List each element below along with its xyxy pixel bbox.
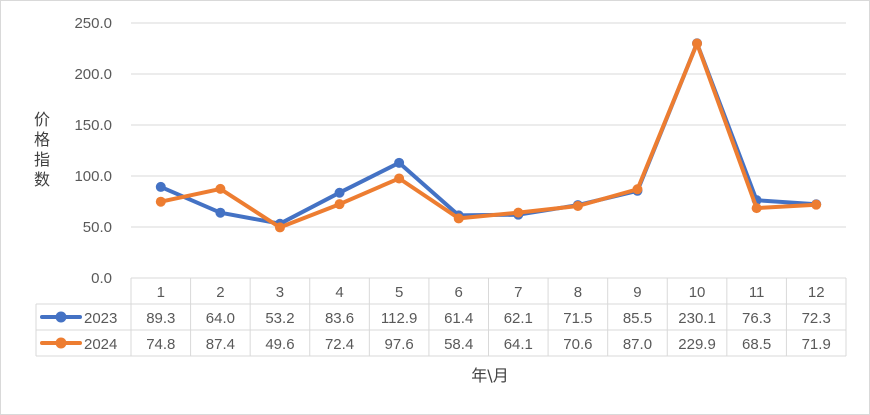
y-tick-label: 250.0 [74, 15, 112, 32]
y-tick-label: 0.0 [91, 270, 112, 287]
data-table-value: 85.5 [623, 310, 652, 327]
legend-series-name: 2023 [84, 310, 117, 327]
series-line-2023 [158, 41, 819, 226]
data-point [215, 207, 226, 218]
gridlines [131, 22, 846, 228]
y-tick-label: 200.0 [74, 66, 112, 83]
x-tick-label: 2 [216, 284, 224, 301]
x-tick-label: 4 [335, 284, 343, 301]
data-table-value: 71.9 [802, 336, 831, 353]
data-table-value: 53.2 [265, 310, 294, 327]
y-tick-label: 50.0 [83, 219, 112, 236]
x-tick-label: 3 [276, 284, 284, 301]
data-table-value: 64.1 [504, 336, 533, 353]
data-table-value: 112.9 [381, 310, 417, 327]
data-point [751, 203, 762, 214]
x-tick-label: 6 [455, 284, 463, 301]
x-tick-label: 1 [157, 284, 165, 301]
x-tick-label: 9 [633, 284, 641, 301]
data-table-value: 72.4 [325, 336, 354, 353]
data-table-value: 76.3 [742, 310, 771, 327]
data-table-value: 74.8 [146, 336, 175, 353]
data-table-value: 87.0 [623, 336, 652, 353]
data-point [334, 199, 345, 210]
data-point [155, 196, 166, 207]
y-axis-ticks: 0.0 50.0 100.0 150.0 200.0 250.0 [74, 15, 112, 287]
x-tick-label: 8 [574, 284, 582, 301]
x-tick-label: 12 [808, 284, 825, 301]
data-table-value: 61.4 [444, 310, 473, 327]
data-point [215, 183, 226, 194]
x-tick-label: 11 [749, 284, 765, 301]
data-point [572, 200, 583, 211]
data-point [155, 181, 166, 192]
data-point [394, 173, 405, 184]
data-table-value: 83.6 [325, 310, 354, 327]
data-point [811, 199, 822, 210]
x-tick-label: 5 [395, 284, 403, 301]
data-table-value: 87.4 [206, 336, 235, 353]
data-point [334, 187, 345, 198]
legend-series-name: 2024 [84, 336, 117, 353]
x-axis-title: 年\月 [471, 366, 508, 385]
data-table-value: 229.9 [678, 336, 716, 353]
data-point [692, 38, 703, 49]
data-table-value: 62.1 [504, 310, 533, 327]
data-table-value: 70.6 [563, 336, 592, 353]
data-table-value: 58.4 [444, 336, 473, 353]
data-table-value: 64.0 [206, 310, 235, 327]
data-point [394, 157, 405, 168]
data-table-value: 49.6 [265, 336, 294, 353]
legend-key-marker [55, 337, 67, 349]
y-axis-title: 价格指数 [34, 110, 50, 189]
data-table-value: 230.1 [678, 310, 716, 327]
data-point [274, 222, 285, 233]
data-table-value: 89.3 [146, 310, 175, 327]
data-table-value: 97.6 [385, 336, 414, 353]
x-tick-label: 7 [514, 284, 522, 301]
data-table-value: 72.3 [802, 310, 831, 327]
series-line-2024 [158, 41, 819, 230]
data-point [453, 213, 464, 224]
y-tick-label: 150.0 [74, 117, 112, 134]
y-tick-label: 100.0 [74, 168, 112, 185]
x-tick-label: 10 [689, 284, 706, 301]
data-table-value: 68.5 [742, 336, 771, 353]
data-point [513, 207, 524, 218]
legend-key-marker [55, 311, 67, 323]
series-lines [155, 38, 822, 233]
data-table-value: 71.5 [563, 310, 592, 327]
data-point [632, 184, 643, 195]
